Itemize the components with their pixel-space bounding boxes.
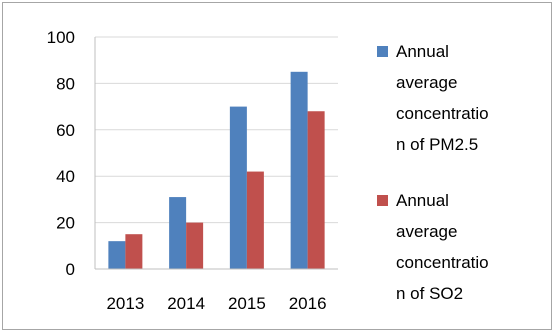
legend-label-1-line: average (396, 222, 457, 241)
x-tick-label: 2015 (228, 294, 266, 313)
y-tick-label: 100 (47, 28, 75, 47)
bar-series-0-2014 (169, 197, 187, 269)
y-tick-labels: 0 20 40 60 80 100 (47, 28, 75, 279)
axes (94, 37, 338, 270)
y-tick-label: 40 (56, 167, 75, 186)
bar-series-1-2014 (186, 222, 204, 269)
legend-swatch-1 (377, 195, 388, 206)
bar-series-1-2016 (307, 111, 325, 270)
bar-series-0-2015 (229, 106, 247, 269)
legend-label-1-line: concentratio (396, 253, 489, 272)
legend-label-0-line: Annual (396, 42, 449, 61)
legend-swatch-0 (377, 46, 388, 57)
bar-chart: 0 20 40 60 80 100 2013 2014 2015 2016 Annual aver… (47, 28, 489, 313)
legend: Annual average concentratio n of PM2.5 Annua… (377, 42, 489, 303)
bar-series-0-2016 (290, 71, 308, 269)
chart-frame: 0 20 40 60 80 100 2013 2014 2015 2016 Annual aver… (2, 2, 552, 330)
x-tick-label: 2013 (106, 294, 144, 313)
legend-label-0-line: average (396, 73, 457, 92)
bars (108, 71, 325, 270)
bar-series-0-2013 (108, 241, 126, 269)
legend-label-0-line: concentratio (396, 104, 489, 123)
legend-label-1-line: Annual (396, 191, 449, 210)
x-tick-label: 2014 (167, 294, 205, 313)
y-tick-label: 20 (56, 214, 75, 233)
x-tick-labels: 2013 2014 2015 2016 (106, 294, 326, 313)
legend-label-0-line: n of PM2.5 (396, 135, 478, 154)
y-tick-label: 80 (56, 74, 75, 93)
x-tick-label: 2016 (289, 294, 327, 313)
bar-series-1-2013 (125, 234, 143, 269)
bar-series-1-2015 (246, 171, 264, 269)
y-tick-label: 0 (66, 260, 75, 279)
legend-label-1-line: n of SO2 (396, 284, 463, 303)
y-tick-label: 60 (56, 121, 75, 140)
